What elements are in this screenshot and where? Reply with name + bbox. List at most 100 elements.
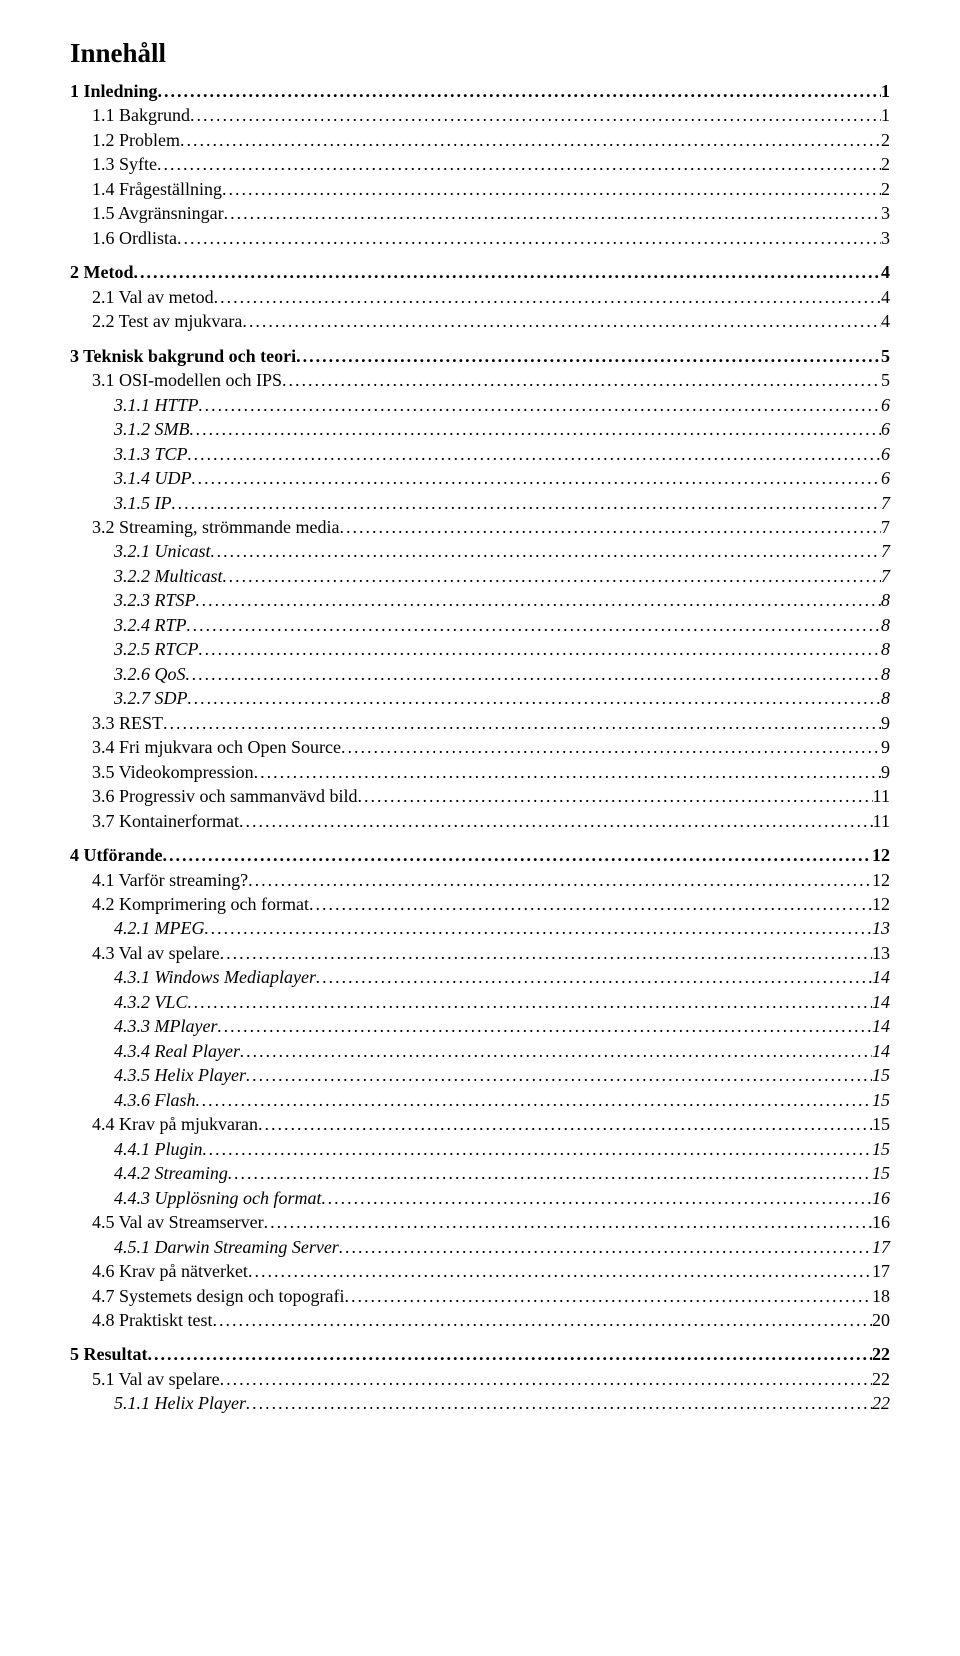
toc-leader-dots — [240, 1039, 872, 1063]
toc-entry-label: 3.7 Kontainerformat — [92, 809, 239, 833]
toc-entry: 4.5 Val av Streamserver16 — [70, 1210, 890, 1234]
toc-entry: 3.6 Progressiv och sammanvävd bild 11 — [70, 784, 890, 808]
toc-entry: 3.1.3 TCP6 — [70, 442, 890, 466]
toc-entry-label: 1.1 Bakgrund — [92, 103, 190, 127]
toc-entry-page: 6 — [881, 442, 890, 466]
toc-entry-page: 2 — [881, 128, 890, 152]
toc-entry-label: 1.5 Avgränsningar — [92, 201, 224, 225]
toc-entry-label: 1.3 Syfte — [92, 152, 157, 176]
toc-entry-page: 14 — [872, 965, 890, 989]
toc-entry-page: 1 — [881, 103, 890, 127]
toc-entry-label: 3.6 Progressiv och sammanvävd bild — [92, 784, 357, 808]
toc-entry: 4.2.1 MPEG13 — [70, 916, 890, 940]
toc-entry: 2.1 Val av metod4 — [70, 285, 890, 309]
toc-entry: 1.3 Syfte2 — [70, 152, 890, 176]
toc-entry: 3.1.5 IP7 — [70, 491, 890, 515]
page-title: Innehåll — [70, 38, 890, 69]
toc-entry-page: 14 — [872, 1014, 890, 1038]
toc-leader-dots — [199, 637, 881, 661]
toc-entry-page: 18 — [872, 1284, 890, 1308]
toc-leader-dots — [246, 1391, 872, 1415]
toc-entry: 4.4.2 Streaming15 — [70, 1161, 890, 1185]
toc-entry-label: 4.5 Val av Streamserver — [92, 1210, 264, 1234]
toc-entry-label: 3.2.6 QoS — [114, 662, 186, 686]
toc-leader-dots — [157, 152, 881, 176]
toc-leader-dots — [248, 1259, 872, 1283]
table-of-contents: 1 Inledning11.1 Bakgrund11.2 Problem21.3… — [70, 79, 890, 1416]
toc-leader-dots — [196, 1088, 872, 1112]
toc-entry-page: 22 — [872, 1342, 890, 1366]
toc-entry-label: 1.6 Ordlista — [92, 226, 177, 250]
toc-entry-page: 15 — [872, 1112, 890, 1136]
toc-entry-page: 8 — [881, 637, 890, 661]
toc-leader-dots — [228, 1161, 872, 1185]
toc-entry: 4.3.1 Windows Mediaplayer14 — [70, 965, 890, 989]
toc-leader-dots — [339, 1235, 872, 1259]
toc-entry-page: 8 — [881, 613, 890, 637]
toc-entry-page: 17 — [872, 1235, 890, 1259]
toc-leader-dots — [341, 735, 881, 759]
toc-entry-page: 7 — [881, 491, 890, 515]
toc-entry: 4.3.6 Flash15 — [70, 1088, 890, 1112]
toc-entry-label: 4.3.5 Helix Player — [114, 1063, 246, 1087]
toc-entry: 2 Metod4 — [70, 260, 890, 284]
toc-entry-label: 4.3.3 MPlayer — [114, 1014, 217, 1038]
toc-entry: 3.2.7 SDP8 — [70, 686, 890, 710]
toc-entry: 3.2.3 RTSP8 — [70, 588, 890, 612]
toc-entry-page: 9 — [881, 760, 890, 784]
toc-entry-page: 17 — [872, 1259, 890, 1283]
toc-entry-page: 22 — [872, 1367, 890, 1391]
toc-entry: 3.1.2 SMB6 — [70, 417, 890, 441]
toc-leader-dots — [196, 588, 881, 612]
toc-entry: 4.3 Val av spelare13 — [70, 941, 890, 965]
toc-entry-page: 3 — [881, 226, 890, 250]
toc-entry: 4.3.5 Helix Player 15 — [70, 1063, 890, 1087]
toc-entry-page: 9 — [881, 711, 890, 735]
toc-entry: 3 Teknisk bakgrund och teori5 — [70, 344, 890, 368]
toc-entry-label: 2.2 Test av mjukvara — [92, 309, 242, 333]
toc-entry-page: 1 — [881, 79, 890, 103]
toc-entry-page: 14 — [872, 990, 890, 1014]
toc-entry-label: 3.2.4 RTP — [114, 613, 187, 637]
toc-entry-page: 13 — [872, 941, 890, 965]
toc-entry-page: 8 — [881, 588, 890, 612]
toc-entry-page: 20 — [872, 1308, 890, 1332]
toc-entry-page: 7 — [881, 564, 890, 588]
toc-entry-page: 9 — [881, 735, 890, 759]
toc-leader-dots — [214, 285, 881, 309]
toc-entry-page: 12 — [872, 843, 890, 867]
toc-entry-page: 15 — [872, 1137, 890, 1161]
toc-entry-page: 11 — [873, 784, 890, 808]
toc-leader-dots — [158, 79, 881, 103]
toc-entry-page: 14 — [872, 1039, 890, 1063]
toc-entry-page: 4 — [881, 260, 890, 284]
toc-entry: 4.3.2 VLC14 — [70, 990, 890, 1014]
toc-entry-label: 4.4.1 Plugin — [114, 1137, 203, 1161]
toc-entry-page: 12 — [872, 892, 890, 916]
toc-entry-page: 7 — [881, 539, 890, 563]
toc-entry-label: 3.1.2 SMB — [114, 417, 190, 441]
toc-leader-dots — [220, 941, 872, 965]
toc-leader-dots — [187, 613, 881, 637]
toc-leader-dots — [316, 965, 872, 989]
toc-entry: 3.2.6 QoS8 — [70, 662, 890, 686]
toc-entry-page: 15 — [872, 1063, 890, 1087]
toc-leader-dots — [258, 1112, 872, 1136]
toc-leader-dots — [217, 1014, 872, 1038]
toc-leader-dots — [213, 1308, 873, 1332]
toc-entry: 3.3 REST9 — [70, 711, 890, 735]
toc-entry: 1.4 Frågeställning2 — [70, 177, 890, 201]
toc-entry-label: 4 Utförande — [70, 843, 163, 867]
toc-entry: 1.5 Avgränsningar3 — [70, 201, 890, 225]
toc-leader-dots — [180, 128, 881, 152]
toc-entry-label: 3.4 Fri mjukvara och Open Source — [92, 735, 341, 759]
toc-leader-dots — [220, 1367, 872, 1391]
toc-leader-dots — [242, 309, 881, 333]
toc-leader-dots — [190, 417, 882, 441]
toc-leader-dots — [246, 1063, 872, 1087]
toc-entry-label: 4.5.1 Darwin Streaming Server — [114, 1235, 339, 1259]
toc-leader-dots — [148, 1342, 873, 1366]
toc-leader-dots — [282, 368, 881, 392]
toc-entry-label: 4.3.4 Real Player — [114, 1039, 240, 1063]
toc-entry-label: 4.6 Krav på nätverket — [92, 1259, 248, 1283]
